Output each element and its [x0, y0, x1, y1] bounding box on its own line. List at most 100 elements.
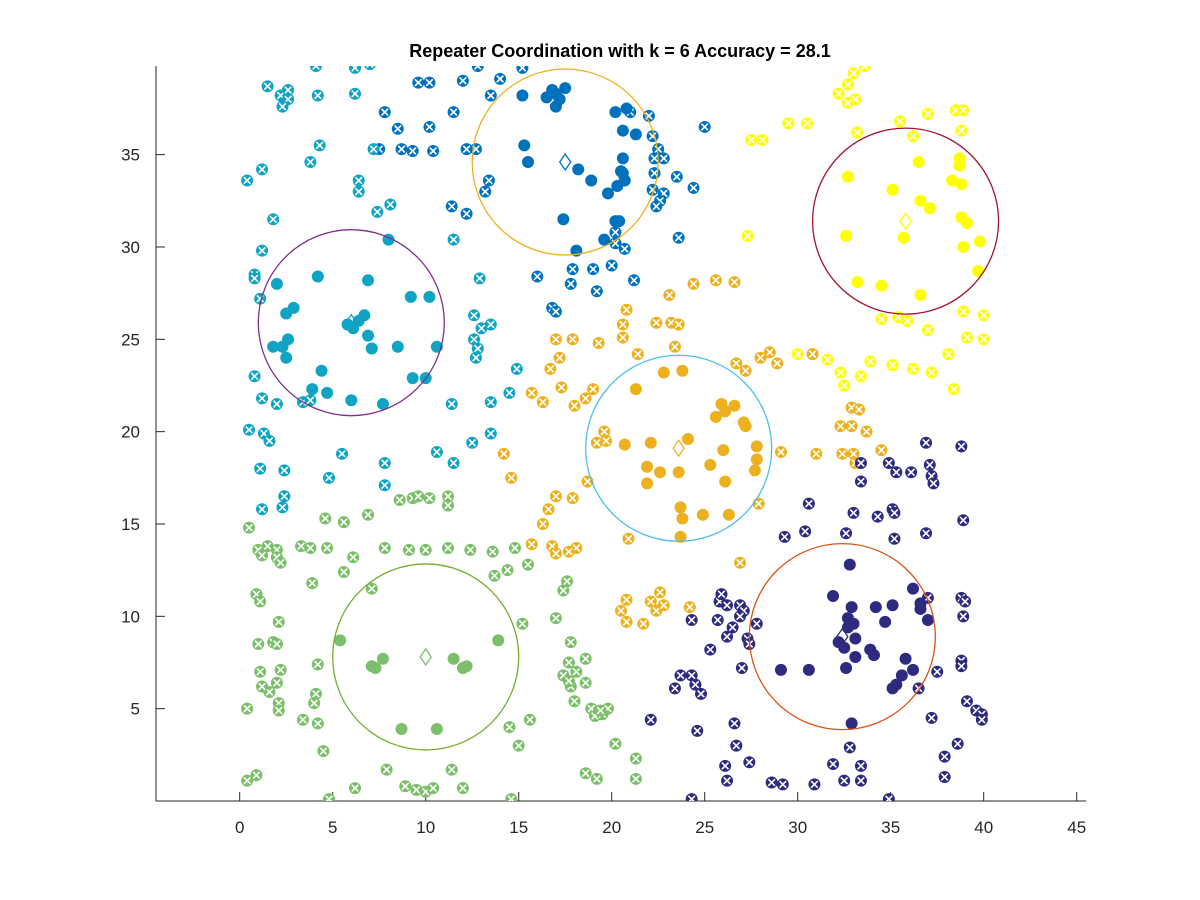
point-cross [594, 339, 603, 347]
point-cross [568, 335, 577, 344]
unassigned-point [834, 420, 847, 433]
point-cross [592, 438, 601, 447]
point-cross [364, 510, 372, 519]
cluster-member-point [953, 159, 966, 172]
point-cross [284, 86, 292, 94]
unassigned-point [931, 665, 944, 678]
cluster-member-point [774, 663, 787, 676]
unassigned-point [378, 457, 391, 470]
unassigned-point [847, 506, 860, 519]
point-cross [754, 499, 763, 508]
unassigned-point [494, 72, 507, 85]
point-cross [412, 786, 421, 794]
unassigned-point [657, 152, 670, 165]
unassigned-point [907, 130, 920, 143]
point-cross [470, 335, 478, 344]
unassigned-point [663, 288, 676, 301]
unassigned-point [564, 277, 577, 290]
unassigned-point [278, 464, 291, 477]
unassigned-point [274, 663, 287, 676]
point-cross [589, 265, 597, 274]
unassigned-point [776, 778, 789, 791]
cluster-member-point [676, 364, 689, 377]
unassigned-point [553, 351, 566, 364]
point-cross [449, 459, 458, 467]
unassigned-point [304, 156, 317, 169]
unassigned-point [256, 392, 269, 405]
cluster-member-point [657, 366, 670, 379]
unassigned-point [378, 541, 391, 554]
point-cross [665, 291, 674, 299]
unassigned-point [337, 516, 350, 529]
unassigned-point [406, 144, 419, 157]
point-cross [583, 477, 592, 486]
unassigned-point [427, 144, 440, 157]
cluster-member-point [681, 433, 694, 446]
cluster-member-point [912, 156, 925, 169]
point-cross [566, 280, 575, 288]
point-cross [862, 427, 871, 436]
cluster-member-point [704, 458, 717, 471]
point-disc [309, 66, 322, 72]
point-cross [518, 66, 527, 72]
point-cross [950, 385, 958, 394]
point-cross [721, 762, 730, 770]
unassigned-point [685, 793, 698, 801]
cluster-member-point [549, 100, 562, 113]
point-cross [254, 640, 263, 648]
unassigned-point [384, 198, 397, 211]
unassigned-point [808, 778, 821, 791]
point-cross [313, 660, 322, 669]
unassigned-point [579, 392, 592, 405]
unassigned-point [955, 440, 968, 453]
point-cross [572, 667, 581, 676]
cluster-member-point [840, 662, 853, 675]
point-cross [565, 658, 573, 667]
cluster-member-point [843, 558, 856, 571]
unassigned-point [471, 66, 484, 72]
unassigned-point [466, 436, 479, 449]
unassigned-point [270, 397, 283, 410]
point-cross [581, 654, 590, 663]
cluster-member-point [867, 649, 880, 662]
unassigned-point [352, 174, 365, 187]
point-cross [741, 366, 750, 375]
point-cross [505, 723, 514, 731]
cluster-member-point [406, 372, 419, 385]
point-cross [250, 274, 259, 283]
point-cross [306, 158, 315, 166]
point-cross [723, 601, 731, 610]
unassigned-point [652, 143, 665, 156]
unassigned-point [503, 721, 516, 734]
unassigned-point [715, 588, 728, 601]
unassigned-point [840, 527, 853, 540]
cluster-member-point [280, 351, 293, 364]
unassigned-point [685, 669, 698, 682]
y-tick-label: 25 [121, 330, 140, 349]
cluster-member-point [518, 139, 531, 152]
point-cross [873, 512, 882, 521]
unassigned-point [907, 362, 920, 375]
point-cross [447, 400, 456, 408]
point-cross [313, 91, 322, 100]
point-cross [284, 95, 292, 104]
unassigned-point [549, 333, 562, 346]
cluster-member-point [654, 466, 667, 479]
point-cross [646, 715, 655, 724]
unassigned-point [806, 348, 819, 361]
point-cross [674, 320, 683, 329]
unassigned-point [905, 466, 918, 479]
point-cross [927, 714, 936, 722]
unassigned-point [555, 381, 568, 394]
unassigned-point [562, 545, 575, 558]
cluster-member-point [722, 508, 735, 521]
point-cross [834, 89, 843, 98]
point-cross [243, 776, 252, 785]
point-cross [265, 688, 274, 696]
point-cross [780, 533, 789, 541]
unassigned-point [352, 185, 365, 198]
unassigned-point [270, 676, 283, 689]
point-cross [276, 558, 285, 567]
point-cross [276, 666, 285, 674]
cluster-member-point [899, 652, 912, 665]
